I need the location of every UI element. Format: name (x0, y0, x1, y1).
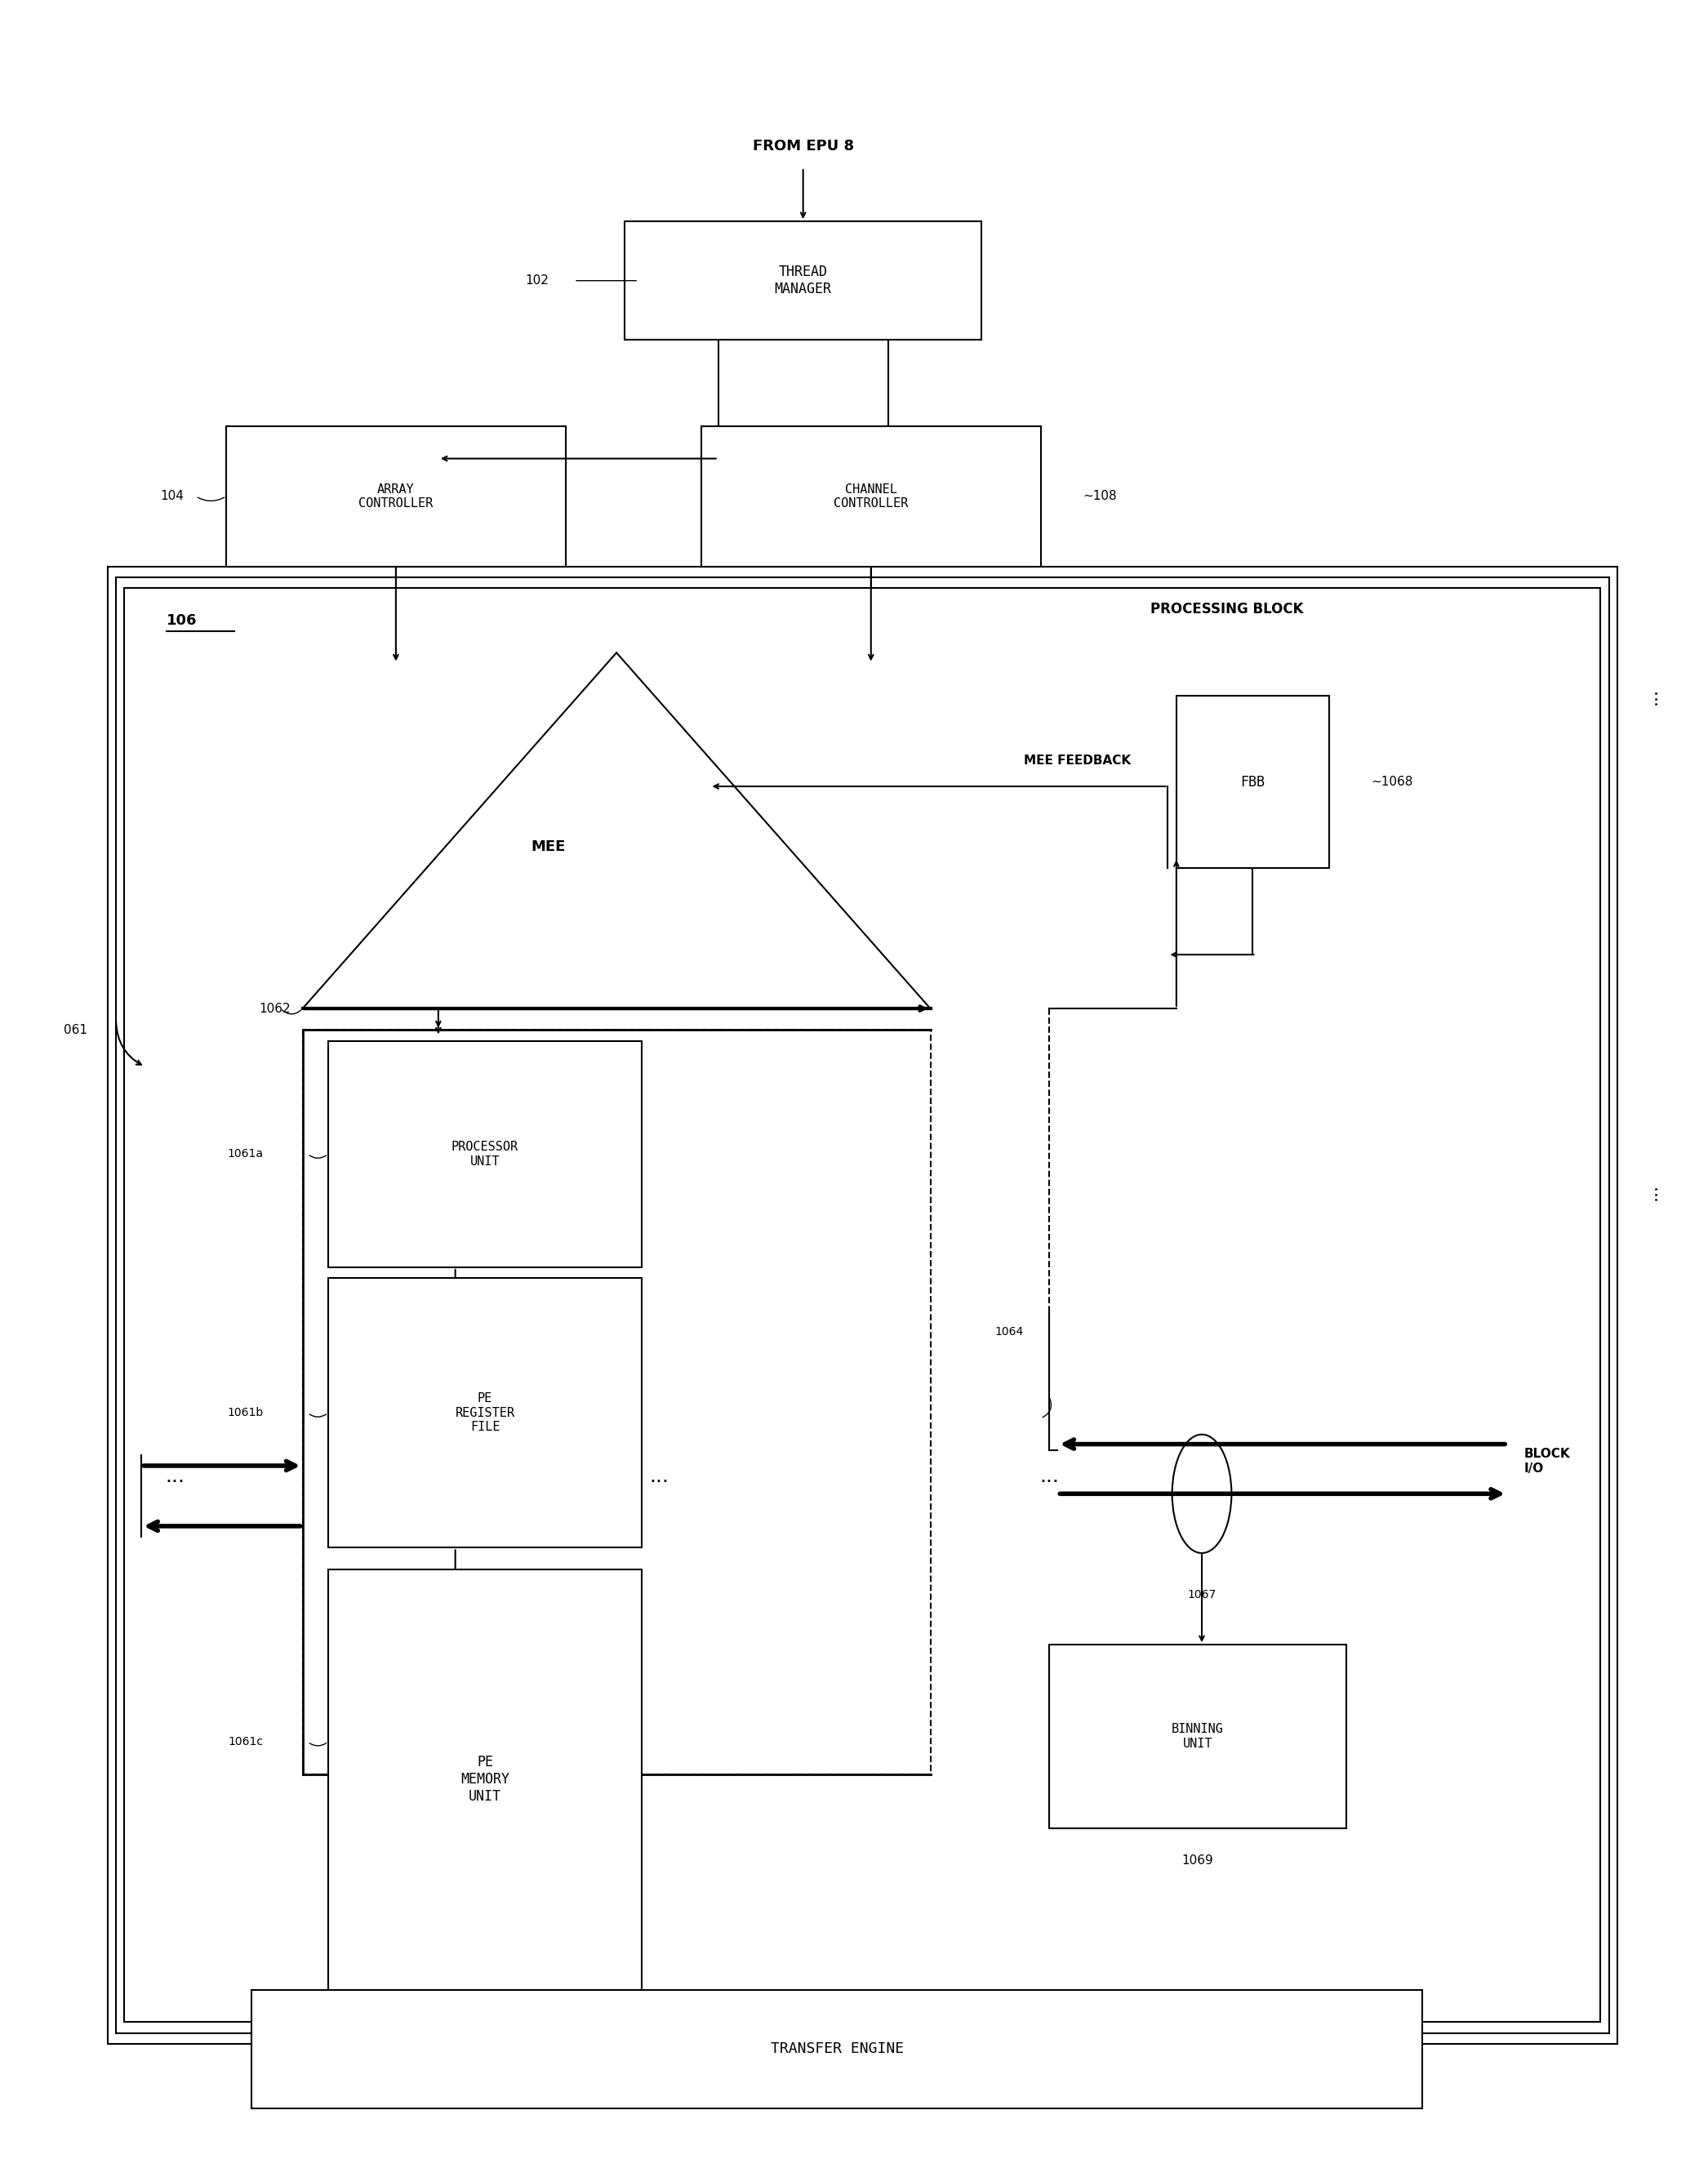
FancyBboxPatch shape (1177, 696, 1329, 869)
FancyBboxPatch shape (328, 1041, 642, 1268)
Text: FROM EPU 8: FROM EPU 8 (753, 139, 854, 154)
FancyBboxPatch shape (251, 1990, 1423, 2109)
FancyBboxPatch shape (1049, 1646, 1346, 1828)
Text: THREAD
MANAGER: THREAD MANAGER (774, 264, 832, 297)
Text: PE
REGISTER
FILE: PE REGISTER FILE (454, 1392, 514, 1433)
Text: 1061a: 1061a (227, 1149, 263, 1160)
Text: 1061b: 1061b (227, 1407, 263, 1418)
Text: 1067: 1067 (1187, 1589, 1216, 1600)
Text: BINNING
UNIT: BINNING UNIT (1172, 1724, 1223, 1750)
Text: 1062: 1062 (260, 1002, 290, 1015)
Text: ...: ... (649, 1468, 668, 1487)
Text: PE
MEMORY
UNIT: PE MEMORY UNIT (461, 1756, 509, 1804)
Text: PROCESSING BLOCK: PROCESSING BLOCK (1151, 603, 1303, 618)
Text: MEE FEEDBACK: MEE FEEDBACK (1023, 754, 1131, 767)
Text: ~108: ~108 (1083, 490, 1117, 503)
Text: ...: ... (1643, 687, 1660, 705)
Text: TRANSFER ENGINE: TRANSFER ENGINE (770, 2042, 904, 2057)
Text: ...: ... (1643, 1184, 1660, 1201)
Text: ...: ... (166, 1468, 184, 1487)
Text: 1061c: 1061c (229, 1737, 263, 1747)
FancyBboxPatch shape (702, 427, 1040, 566)
Text: BLOCK
I/O: BLOCK I/O (1524, 1448, 1570, 1474)
FancyBboxPatch shape (328, 1279, 642, 1548)
Bar (116, 577, 1609, 2034)
FancyBboxPatch shape (625, 221, 982, 340)
Text: 1069: 1069 (1182, 1854, 1213, 1867)
Text: FBB: FBB (1240, 774, 1266, 789)
Text: ...: ... (1040, 1468, 1059, 1487)
Text: MEE: MEE (531, 839, 565, 854)
Text: ARRAY
CONTROLLER: ARRAY CONTROLLER (359, 483, 434, 509)
FancyBboxPatch shape (225, 427, 565, 566)
Text: ~1068: ~1068 (1372, 776, 1414, 789)
Text: 061: 061 (63, 1023, 87, 1036)
Bar (125, 588, 1600, 2023)
Text: 102: 102 (524, 275, 548, 286)
Text: CHANNEL
CONTROLLER: CHANNEL CONTROLLER (834, 483, 909, 509)
Text: 104: 104 (161, 490, 184, 503)
Bar (302, 1030, 931, 1773)
Text: PROCESSOR
UNIT: PROCESSOR UNIT (451, 1140, 519, 1166)
Bar (108, 566, 1617, 2044)
Text: 106: 106 (167, 614, 198, 629)
FancyBboxPatch shape (328, 1570, 642, 1990)
Text: 1064: 1064 (994, 1327, 1023, 1338)
